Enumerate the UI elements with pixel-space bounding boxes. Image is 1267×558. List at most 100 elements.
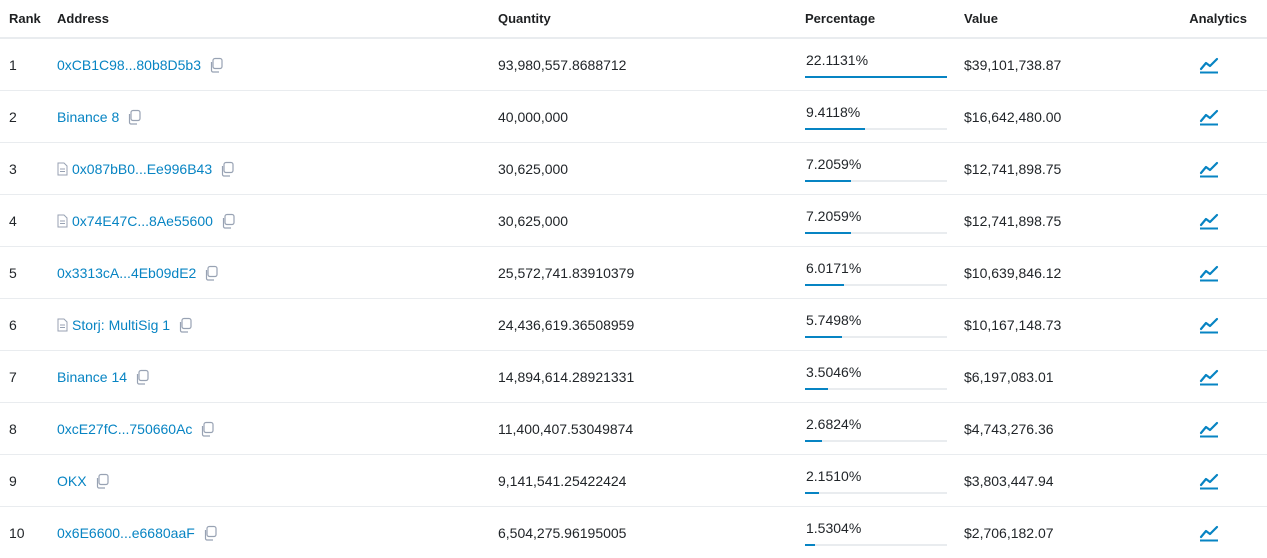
percentage-bar-fill: [805, 387, 828, 390]
copy-icon[interactable]: [94, 473, 110, 489]
analytics-chart-icon[interactable]: [1199, 212, 1219, 230]
quantity-cell: 25,572,741.83910379: [498, 264, 635, 281]
address-link[interactable]: OKX: [57, 472, 87, 489]
analytics-chart-icon[interactable]: [1199, 108, 1219, 126]
copy-icon[interactable]: [219, 161, 235, 177]
percentage-bar-track: [805, 75, 947, 78]
contract-icon: [57, 214, 68, 228]
rank-cell: 8: [9, 420, 17, 437]
analytics-chart-icon[interactable]: [1199, 160, 1219, 178]
percentage-bar-fill: [805, 439, 823, 442]
rank-cell: 5: [9, 264, 17, 281]
header-quantity[interactable]: Quantity: [498, 11, 551, 26]
percentage-wrap: 22.1131%: [805, 46, 947, 84]
rank-cell: 3: [9, 160, 17, 177]
analytics-cell: [1199, 351, 1219, 402]
address-cell: 0x087bB0...Ee996B43: [57, 143, 235, 194]
percentage-cell: 5.7498%: [805, 299, 953, 350]
rank-cell: 9: [9, 472, 17, 489]
percentage-bar-track: [805, 127, 947, 130]
copy-icon[interactable]: [177, 317, 193, 333]
percentage-cell: 2.6824%: [805, 403, 953, 454]
percentage-cell: 9.4118%: [805, 91, 953, 142]
analytics-cell: [1199, 507, 1219, 558]
analytics-cell: [1199, 403, 1219, 454]
analytics-chart-icon[interactable]: [1199, 368, 1219, 386]
quantity-cell: 6,504,275.96195005: [498, 524, 627, 541]
percentage-text: 7.2059%: [806, 155, 862, 172]
table-row: 4 0x74E47C...8Ae55600 30,625,000 7.2059% $12…: [0, 194, 1267, 246]
analytics-chart-icon[interactable]: [1199, 472, 1219, 490]
header-rank[interactable]: Rank: [9, 11, 41, 26]
rank-cell: 7: [9, 368, 17, 385]
copy-icon[interactable]: [199, 421, 215, 437]
address-link[interactable]: 0xCB1C98...80b8D5b3: [57, 56, 201, 73]
analytics-chart-icon[interactable]: [1199, 420, 1219, 438]
quantity-cell: 93,980,557.8688712: [498, 56, 627, 73]
value-cell: $3,803,447.94: [964, 472, 1054, 489]
analytics-cell: [1199, 39, 1219, 90]
address-link[interactable]: 0x74E47C...8Ae55600: [72, 212, 213, 229]
address-link[interactable]: Storj: MultiSig 1: [72, 316, 171, 333]
address-link[interactable]: 0x3313cA...4Eb09dE2: [57, 264, 197, 281]
header-address[interactable]: Address: [57, 11, 110, 26]
address-link[interactable]: 0x087bB0...Ee996B43: [72, 160, 213, 177]
percentage-bar-track: [805, 439, 947, 442]
analytics-chart-icon[interactable]: [1199, 316, 1219, 334]
header-analytics: Analytics: [1189, 11, 1247, 26]
rank-cell: 4: [9, 212, 17, 229]
analytics-cell: [1199, 247, 1219, 298]
header-percentage[interactable]: Percentage: [805, 11, 876, 26]
address-cell: 0x3313cA...4Eb09dE2: [57, 247, 219, 298]
percentage-bar-fill: [805, 543, 815, 546]
copy-icon[interactable]: [208, 57, 224, 73]
address-link[interactable]: Binance 14: [57, 368, 128, 385]
percentage-bar-track: [805, 335, 947, 338]
copy-icon[interactable]: [126, 109, 142, 125]
rank-cell: 2: [9, 108, 17, 125]
address-link[interactable]: 0xcE27fC...750660Ac: [57, 420, 193, 437]
percentage-text: 6.0171%: [806, 259, 862, 276]
percentage-bar-track: [805, 387, 947, 390]
copy-icon[interactable]: [202, 525, 218, 541]
percentage-cell: 7.2059%: [805, 143, 953, 194]
analytics-chart-icon[interactable]: [1199, 524, 1219, 542]
copy-icon[interactable]: [134, 369, 150, 385]
analytics-chart-icon[interactable]: [1199, 56, 1219, 74]
address-cell: 0xCB1C98...80b8D5b3: [57, 39, 224, 90]
percentage-bar-fill: [805, 283, 844, 286]
copy-icon[interactable]: [203, 265, 219, 281]
percentage-bar-track: [805, 543, 947, 546]
address-cell: 0xcE27fC...750660Ac: [57, 403, 215, 454]
value-cell: $39,101,738.87: [964, 56, 1062, 73]
address-cell: Binance 8: [57, 91, 142, 142]
address-link[interactable]: 0x6E6600...e6680aaF: [57, 524, 195, 541]
percentage-text: 22.1131%: [806, 51, 869, 68]
percentage-text: 9.4118%: [806, 103, 861, 120]
address-cell: OKX: [57, 455, 110, 506]
analytics-cell: [1199, 195, 1219, 246]
analytics-chart-icon[interactable]: [1199, 264, 1219, 282]
address-link[interactable]: Binance 8: [57, 108, 120, 125]
percentage-bar-track: [805, 231, 947, 234]
table-row: 2 Binance 8 40,000,000 9.4118% $16,642,480.0…: [0, 90, 1267, 142]
percentage-bar-track: [805, 491, 947, 494]
percentage-cell: 22.1131%: [805, 39, 953, 90]
percentage-bar-fill: [805, 127, 866, 130]
table-body: 1 0xCB1C98...80b8D5b3 93,980,557.8688712 22…: [0, 38, 1267, 558]
rank-cell: 6: [9, 316, 17, 333]
address-cell: 0x74E47C...8Ae55600: [57, 195, 236, 246]
value-cell: $10,639,846.12: [964, 264, 1062, 281]
copy-icon[interactable]: [220, 213, 236, 229]
percentage-bar-track: [805, 283, 947, 286]
header-value[interactable]: Value: [964, 11, 998, 26]
quantity-cell: 14,894,614.28921331: [498, 368, 635, 385]
rank-cell: 1: [9, 56, 17, 73]
quantity-cell: 9,141,541.25422424: [498, 472, 627, 489]
value-cell: $16,642,480.00: [964, 108, 1062, 125]
percentage-wrap: 2.1510%: [805, 462, 947, 500]
contract-icon: [57, 162, 68, 176]
contract-icon: [57, 318, 68, 332]
analytics-cell: [1199, 143, 1219, 194]
value-cell: $2,706,182.07: [964, 524, 1054, 541]
